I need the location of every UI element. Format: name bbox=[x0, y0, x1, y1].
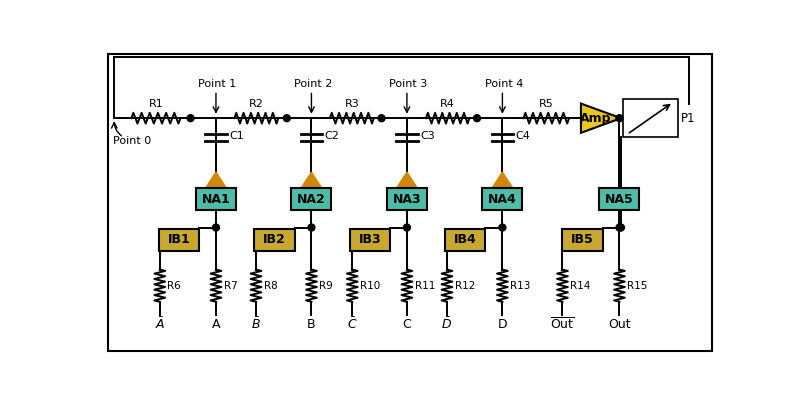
Text: NA2: NA2 bbox=[297, 192, 326, 206]
Circle shape bbox=[187, 115, 194, 122]
Text: R5: R5 bbox=[539, 99, 554, 109]
Text: C3: C3 bbox=[420, 131, 434, 141]
Text: Amp: Amp bbox=[581, 112, 612, 125]
Text: C: C bbox=[402, 318, 411, 331]
Circle shape bbox=[499, 224, 506, 231]
Text: Point 2: Point 2 bbox=[294, 79, 332, 89]
Text: NA3: NA3 bbox=[393, 192, 422, 206]
Text: $\bar{A}$: $\bar{A}$ bbox=[154, 317, 165, 332]
Circle shape bbox=[403, 224, 410, 231]
Text: R10: R10 bbox=[360, 281, 380, 291]
Text: R15: R15 bbox=[627, 281, 647, 291]
Text: R14: R14 bbox=[570, 281, 590, 291]
Polygon shape bbox=[397, 172, 417, 188]
Text: R9: R9 bbox=[319, 281, 333, 291]
Text: R7: R7 bbox=[224, 281, 238, 291]
Text: A: A bbox=[212, 318, 220, 331]
Circle shape bbox=[616, 224, 623, 231]
Text: Out: Out bbox=[608, 318, 630, 331]
FancyBboxPatch shape bbox=[159, 229, 199, 251]
FancyBboxPatch shape bbox=[622, 99, 678, 138]
Text: C4: C4 bbox=[515, 131, 530, 141]
Text: $\bar{C}$: $\bar{C}$ bbox=[347, 317, 358, 332]
FancyBboxPatch shape bbox=[254, 229, 294, 251]
Text: R8: R8 bbox=[264, 281, 278, 291]
Circle shape bbox=[378, 115, 385, 122]
Text: P1: P1 bbox=[681, 112, 695, 125]
Text: $\bar{B}$: $\bar{B}$ bbox=[251, 317, 261, 332]
Text: $\bar{D}$: $\bar{D}$ bbox=[442, 317, 453, 332]
Text: R12: R12 bbox=[454, 281, 475, 291]
Text: IB1: IB1 bbox=[168, 233, 190, 246]
Polygon shape bbox=[492, 172, 513, 188]
Text: R13: R13 bbox=[510, 281, 530, 291]
Circle shape bbox=[616, 115, 623, 122]
FancyBboxPatch shape bbox=[446, 229, 486, 251]
Text: IB3: IB3 bbox=[358, 233, 382, 246]
FancyBboxPatch shape bbox=[196, 188, 236, 210]
Text: Point 4: Point 4 bbox=[485, 79, 523, 89]
Circle shape bbox=[474, 115, 481, 122]
FancyBboxPatch shape bbox=[562, 229, 602, 251]
Text: Point 0: Point 0 bbox=[113, 136, 151, 146]
FancyBboxPatch shape bbox=[482, 188, 522, 210]
Text: $\overline{\rm Out}$: $\overline{\rm Out}$ bbox=[550, 317, 574, 332]
Text: R4: R4 bbox=[440, 99, 455, 109]
Text: R11: R11 bbox=[414, 281, 435, 291]
Text: NA5: NA5 bbox=[605, 192, 634, 206]
Text: R1: R1 bbox=[149, 99, 163, 109]
Text: Point 1: Point 1 bbox=[198, 79, 237, 89]
Circle shape bbox=[283, 115, 290, 122]
Circle shape bbox=[308, 224, 315, 231]
Polygon shape bbox=[302, 172, 322, 188]
Text: IB2: IB2 bbox=[263, 233, 286, 246]
Text: C2: C2 bbox=[325, 131, 339, 141]
FancyBboxPatch shape bbox=[108, 54, 712, 351]
Text: R6: R6 bbox=[167, 281, 181, 291]
FancyBboxPatch shape bbox=[350, 229, 390, 251]
Text: Point 3: Point 3 bbox=[390, 79, 427, 89]
FancyBboxPatch shape bbox=[387, 188, 427, 210]
Text: D: D bbox=[498, 318, 507, 331]
Text: C1: C1 bbox=[229, 131, 244, 141]
Circle shape bbox=[618, 224, 625, 231]
Text: R3: R3 bbox=[345, 99, 359, 109]
Text: NA1: NA1 bbox=[202, 192, 230, 206]
Polygon shape bbox=[206, 172, 226, 188]
Text: B: B bbox=[307, 318, 316, 331]
Text: IB4: IB4 bbox=[454, 233, 477, 246]
Text: R2: R2 bbox=[249, 99, 264, 109]
Circle shape bbox=[213, 224, 219, 231]
Polygon shape bbox=[581, 103, 621, 133]
FancyBboxPatch shape bbox=[599, 188, 639, 210]
FancyBboxPatch shape bbox=[291, 188, 331, 210]
Text: NA4: NA4 bbox=[488, 192, 517, 206]
Text: IB5: IB5 bbox=[571, 233, 594, 246]
